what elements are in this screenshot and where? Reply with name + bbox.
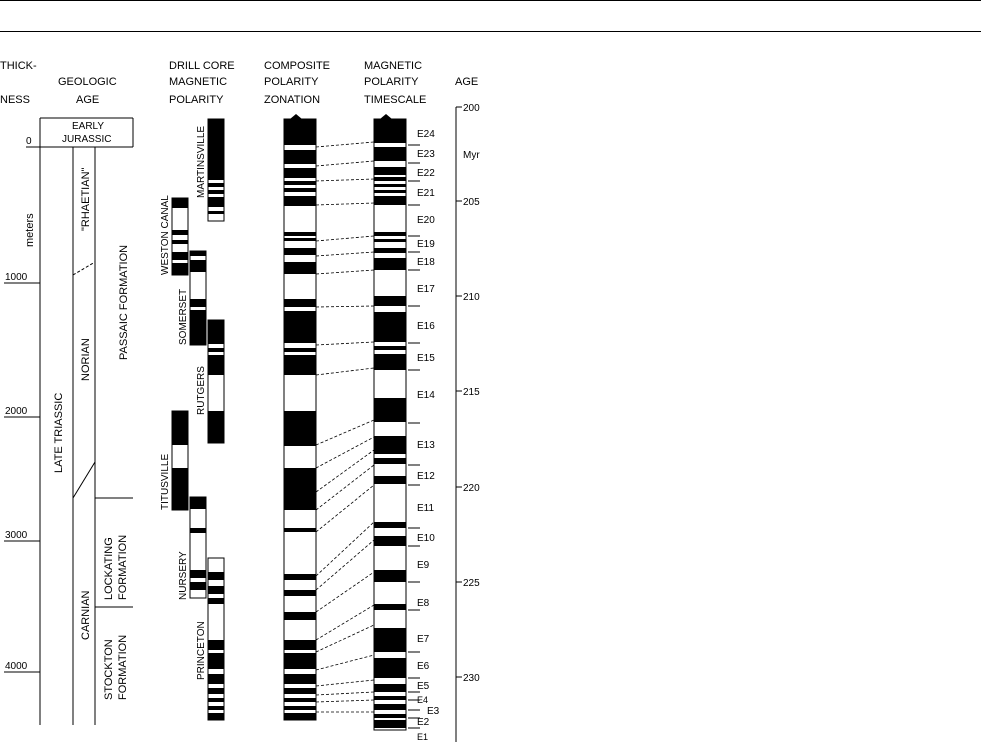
- lockatong-label-1: LOCKATING: [103, 537, 115, 600]
- chron-label-e22: E22: [417, 168, 435, 179]
- header-thickness-2: NESS: [0, 94, 30, 106]
- chron-label-e6: E6: [417, 661, 430, 672]
- thickness-axis: 0 1000 2000 3000 4000 meters: [4, 136, 40, 673]
- core-label-somerset: SOMERSET: [178, 289, 189, 345]
- drill-core-weston-canal: [171, 197, 189, 276]
- age-tick-205: 205: [463, 197, 480, 208]
- core-label-weston-canal: WESTON CANAL: [160, 195, 171, 275]
- early-jurassic-label-2: JURASSIC: [62, 134, 111, 145]
- chron-label-e17: E17: [417, 284, 435, 295]
- composite-polarity-column: [283, 114, 317, 721]
- thickness-tick-2000: 2000: [5, 406, 28, 417]
- chron-label-e1: E1: [417, 732, 428, 742]
- timescale-polarity-column: [373, 114, 407, 731]
- drill-core-rutgers: [207, 319, 225, 444]
- chron-labels: E24 E23 E22 E21 E20 E19 E18 E17 E16 E15 …: [417, 129, 440, 742]
- chron-label-e18: E18: [417, 257, 435, 268]
- late-triassic-label: LATE TRIASSIC: [53, 393, 65, 473]
- age-tick-220: 220: [463, 483, 480, 494]
- age-tick-215: 215: [463, 387, 480, 398]
- thickness-tick-0: 0: [26, 136, 32, 147]
- header-geologic-1: GEOLOGIC: [58, 76, 117, 88]
- chron-label-e14: E14: [417, 390, 435, 401]
- age-tick-225: 225: [463, 578, 480, 589]
- thickness-tick-3000: 3000: [5, 530, 28, 541]
- header-composite-1: COMPOSITE: [264, 60, 330, 72]
- stockton-label-2: FORMATION: [117, 635, 129, 700]
- core-label-princeton: PRINCETON: [196, 621, 207, 680]
- stockton-label-1: STOCKTON: [103, 639, 115, 700]
- thickness-tick-4000: 4000: [5, 661, 28, 672]
- header-drillcore-2: MAGNETIC: [169, 76, 227, 88]
- chron-label-e15: E15: [417, 353, 435, 364]
- chron-label-e3: E3: [427, 706, 440, 717]
- chron-label-e9: E9: [417, 560, 430, 571]
- chron-label-e16: E16: [417, 321, 435, 332]
- norian-label: NORIAN: [80, 338, 92, 381]
- header-composite-3: ZONATION: [264, 94, 320, 106]
- age-tick-210: 210: [463, 292, 480, 303]
- rhaetian-label: "RHAETIAN": [80, 167, 92, 231]
- drill-core-martinsville: [207, 118, 225, 222]
- header-timescale-1: MAGNETIC: [364, 60, 422, 72]
- early-jurassic-label-1: EARLY: [72, 121, 104, 132]
- header-rule: [0, 31, 981, 32]
- chron-label-e5: E5: [417, 681, 430, 692]
- age-axis: [455, 106, 462, 742]
- header-timescale-3: TIMESCALE: [364, 94, 426, 106]
- header-timescale-2: POLARITY: [364, 76, 419, 88]
- header-geologic-2: AGE: [76, 94, 99, 106]
- chron-label-e7: E7: [417, 634, 430, 645]
- chron-boundary-ticks: [408, 144, 420, 729]
- thickness-tick-1000: 1000: [5, 272, 28, 283]
- header-drillcore-3: POLARITY: [169, 94, 224, 106]
- chron-label-e8: E8: [417, 598, 430, 609]
- thickness-unit-label: meters: [24, 213, 36, 247]
- chron-label-e19: E19: [417, 239, 435, 250]
- core-label-rutgers: RUTGERS: [196, 366, 207, 415]
- core-label-nursery: NURSERY: [178, 551, 189, 600]
- correlation-lines: [315, 141, 375, 713]
- header-drillcore-1: DRILL CORE: [169, 60, 235, 72]
- geologic-age-column: [39, 117, 134, 725]
- chron-label-e21: E21: [417, 188, 435, 199]
- header-age: AGE: [455, 76, 478, 88]
- chron-label-e13: E13: [417, 440, 435, 451]
- chron-label-e4: E4: [417, 695, 428, 705]
- lockatong-label-2: FORMATION: [117, 535, 129, 600]
- top-rule: [0, 0, 981, 1]
- age-unit-label: Myr: [463, 150, 480, 161]
- chron-label-e24: E24: [417, 129, 435, 140]
- chron-label-e23: E23: [417, 149, 435, 160]
- chron-label-e10: E10: [417, 533, 435, 544]
- drill-core-nursery: [189, 496, 207, 599]
- chron-label-e20: E20: [417, 215, 435, 226]
- chron-label-e2: E2: [417, 717, 430, 728]
- core-label-martinsville: MARTINSVILLE: [196, 126, 207, 198]
- chron-label-e12: E12: [417, 471, 435, 482]
- drill-core-somerset: [189, 250, 207, 346]
- drill-core-titusville: [171, 410, 189, 511]
- carnian-label: CARNIAN: [80, 590, 92, 640]
- age-tick-200: 200: [463, 103, 480, 114]
- age-tick-230: 230: [463, 673, 480, 684]
- header-composite-2: POLARITY: [264, 76, 319, 88]
- chron-label-e11: E11: [417, 503, 434, 514]
- passaic-formation-label: PASSAIC FORMATION: [118, 245, 130, 360]
- column-headers: THICK- NESS GEOLOGIC AGE DRILL CORE MAGN…: [0, 60, 478, 106]
- header-thickness-1: THICK-: [0, 60, 37, 72]
- core-label-titusville: TITUSVILLE: [160, 454, 171, 510]
- drill-core-princeton: [207, 557, 225, 721]
